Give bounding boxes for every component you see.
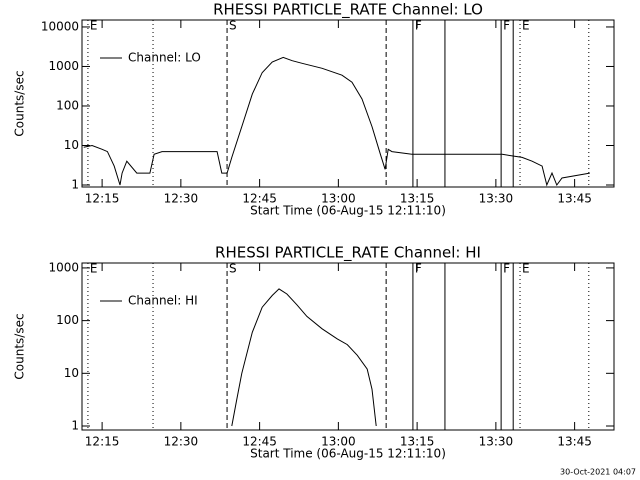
x-tick-label: 13:45 bbox=[557, 192, 592, 206]
x-tick-label: 12:30 bbox=[164, 435, 199, 449]
y-tick-label: 1 bbox=[71, 419, 79, 433]
legend-label: Channel: LO bbox=[128, 51, 201, 65]
legend-label: Channel: HI bbox=[128, 294, 198, 308]
y-tick-label: 100 bbox=[56, 98, 79, 112]
y-tick-label: 100 bbox=[56, 313, 79, 327]
event-label: E bbox=[90, 262, 98, 276]
y-tick-label: 10 bbox=[64, 138, 79, 152]
x-tick-label: 13:45 bbox=[557, 435, 592, 449]
event-label: S bbox=[229, 262, 237, 276]
x-tick-label: 12:30 bbox=[164, 192, 199, 206]
event-label: F bbox=[415, 19, 422, 33]
y-axis-label: Counts/sec bbox=[13, 70, 27, 136]
event-label: F bbox=[415, 262, 422, 276]
data-line bbox=[83, 56, 590, 187]
x-tick-label: 13:30 bbox=[479, 192, 514, 206]
y-tick-label: 10 bbox=[64, 366, 79, 380]
x-tick-label: 12:15 bbox=[85, 435, 120, 449]
y-tick-label: 1000 bbox=[48, 260, 79, 274]
x-tick-label: 12:15 bbox=[85, 192, 120, 206]
x-tick-label: 13:15 bbox=[400, 192, 435, 206]
y-tick-label: 1 bbox=[71, 178, 79, 192]
data-line bbox=[231, 288, 377, 427]
y-axis-label: Counts/sec bbox=[13, 313, 27, 379]
chart-title: RHESSI PARTICLE_RATE Channel: HI bbox=[215, 244, 481, 263]
plot-frame bbox=[81, 262, 615, 431]
event-label: F bbox=[503, 262, 510, 276]
x-axis-label: Start Time (06-Aug-15 12:11:10) bbox=[250, 204, 446, 218]
x-axis-label: Start Time (06-Aug-15 12:11:10) bbox=[250, 447, 446, 461]
x-tick-label: 13:30 bbox=[479, 435, 514, 449]
footer-date: 30-Oct-2021 04:07 bbox=[560, 468, 636, 477]
event-label: E bbox=[90, 19, 98, 33]
event-label: E bbox=[522, 262, 530, 276]
x-tick-label: 12:45 bbox=[242, 192, 277, 206]
event-label: F bbox=[503, 19, 510, 33]
x-tick-label: 12:45 bbox=[242, 435, 277, 449]
x-tick-label: 13:15 bbox=[400, 435, 435, 449]
y-tick-label: 10000 bbox=[41, 19, 79, 33]
chart-title: RHESSI PARTICLE_RATE Channel: LO bbox=[213, 1, 483, 20]
x-tick-label: 13:00 bbox=[321, 192, 356, 206]
y-tick-label: 1000 bbox=[48, 59, 79, 73]
plot-frame bbox=[81, 19, 615, 188]
x-tick-label: 13:00 bbox=[321, 435, 356, 449]
event-label: E bbox=[522, 19, 530, 33]
event-label: S bbox=[229, 19, 237, 33]
